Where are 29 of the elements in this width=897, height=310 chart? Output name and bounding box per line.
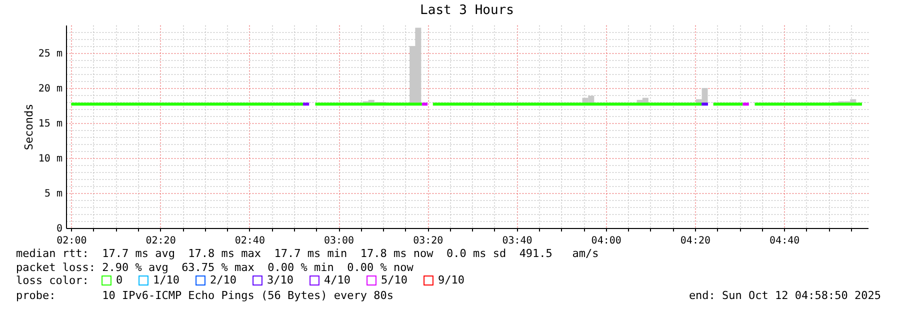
legend-label: 5/10 (381, 274, 408, 287)
y-tick-label: 15 m (38, 118, 62, 130)
text: packet loss: 2.90 % avg 63.75 % max 0.00 % min 0.00 % now (16, 261, 414, 274)
x-tick-label: 04:20 (680, 236, 711, 246)
text: end: Sun Oct 12 04:58:50 2025 (688, 289, 881, 302)
x-tick-label: 02:40 (234, 236, 265, 246)
y-tick-label: 25 m (38, 48, 62, 60)
x-tick-label: 03:00 (324, 236, 354, 246)
legend-title: loss color: (16, 274, 89, 287)
y-tick-label: 0 (56, 224, 62, 234)
y-tick-label: 20 m (38, 84, 62, 94)
x-tick-label: 04:40 (770, 236, 800, 246)
x-tick-label: 02:20 (146, 236, 176, 246)
legend-label: 9/10 (438, 274, 464, 287)
legend-label: 4/10 (324, 274, 350, 287)
text: median rtt: 17.7 ms avg 17.8 ms max 17.7 ms min 17.8 ms now 0.0 ms sd 491.5 am/s (16, 247, 599, 260)
legend-label: 0 (116, 274, 123, 287)
x-tick-label: 03:20 (413, 236, 444, 246)
x-tick-label: 02:00 (56, 236, 87, 246)
legend-label: 1/10 (153, 274, 180, 287)
y-tick-label: 10 m (38, 154, 62, 164)
legend-label: 2/10 (210, 274, 236, 287)
y-axis-title: Seconds (22, 104, 36, 150)
x-tick-label: 03:40 (502, 236, 532, 246)
text: probe: 10 IPv6-ICMP Echo Pings (56 Bytes) every 80s (16, 289, 394, 302)
chart-title: Last 3 Hours (420, 3, 514, 18)
y-tick-label: 5 m (44, 188, 62, 200)
x-tick-label: 04:00 (591, 236, 622, 246)
legend-label: 3/10 (267, 274, 294, 287)
